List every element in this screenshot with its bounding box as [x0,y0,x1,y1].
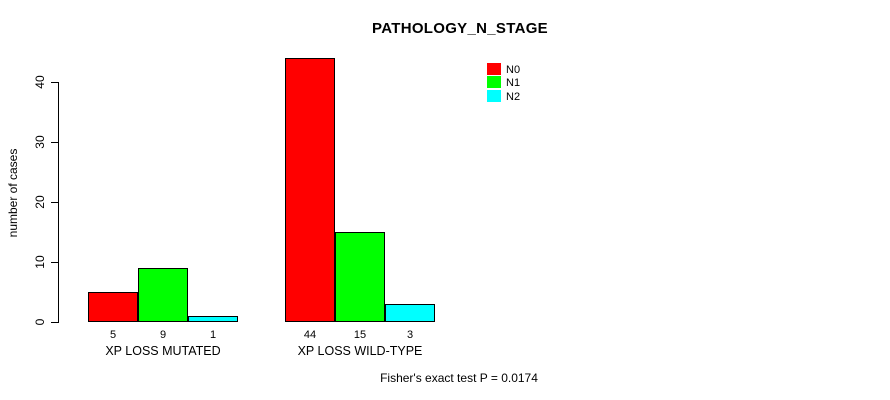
y-axis-tick-20 [51,202,59,203]
chart-title: PATHOLOGY_N_STAGE [372,20,548,37]
y-axis-tick-10 [51,262,59,263]
legend-swatch-n2 [487,89,501,102]
y-axis-tick-label-0: 0 [33,318,47,326]
y-axis-tick-label-30: 30 [33,135,47,149]
legend-label-n2: N2 [506,90,521,103]
y-axis-tick-0 [51,322,59,323]
bar-value-label: 9 [159,329,167,341]
x-category-label: XP LOSS WILD-TYPE [297,344,423,358]
bar-value-label: 1 [209,329,217,341]
bar-n1-xp-loss-wild-type [335,232,385,322]
y-axis-tick-30 [51,142,59,143]
legend-label-n1: N1 [506,77,521,90]
legend-label-n0: N0 [506,64,521,76]
bar-n1-xp-loss-mutated [138,268,188,322]
y-axis-tick-label-40: 40 [33,75,47,89]
bar-n0-xp-loss-wild-type [285,58,335,322]
y-axis-tick-40 [51,82,59,83]
legend-swatch-n0 [487,63,501,75]
bar-n2-xp-loss-wild-type [385,304,435,322]
bar-value-label: 5 [109,329,117,341]
bar-n2-xp-loss-mutated [188,316,238,322]
y-axis-label: number of cases [6,148,20,238]
legend-swatch-n1 [487,76,501,89]
statistical-test-annotation: Fisher's exact test P = 0.0174 [380,371,538,385]
bar-value-label: 44 [303,329,317,341]
bar-n0-xp-loss-mutated [88,292,138,322]
y-axis-tick-label-20: 20 [33,195,47,209]
y-axis-tick-label-10: 10 [33,255,47,269]
bar-value-label: 3 [406,329,414,341]
bar-value-label: 15 [353,329,367,341]
x-category-label: XP LOSS MUTATED [105,344,221,358]
